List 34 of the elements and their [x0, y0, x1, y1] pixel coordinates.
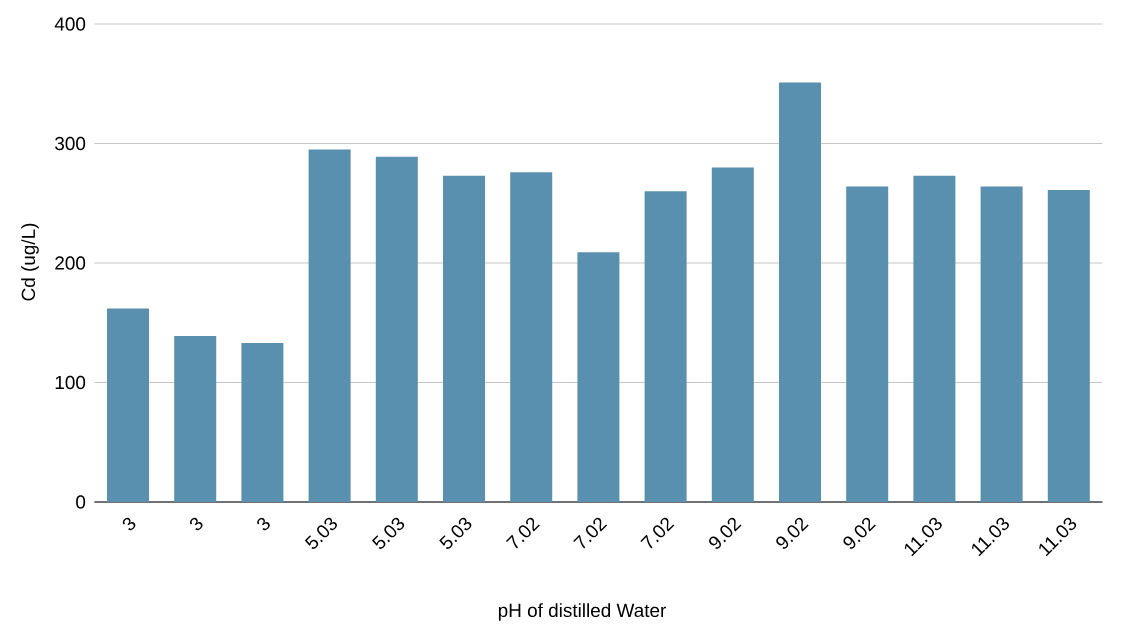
x-tick-label: 7.02: [505, 517, 540, 549]
bar: [913, 175, 956, 502]
bar: [375, 156, 418, 502]
y-tick-label: 200: [55, 256, 86, 270]
bar: [107, 308, 150, 502]
bar: [980, 186, 1023, 502]
x-tick-label: 5.03: [304, 517, 337, 549]
bar: [779, 82, 822, 502]
y-tick-label: 0: [76, 495, 86, 509]
bar: [510, 172, 553, 502]
bar: [846, 186, 889, 502]
y-tick-label: 100: [55, 375, 86, 390]
x-tick-label: 9.02: [709, 517, 742, 549]
x-axis-title: pH of distilled Water: [498, 603, 667, 621]
bar: [1047, 190, 1090, 502]
x-tick-label: 9.02: [776, 517, 809, 549]
bar: [711, 167, 754, 502]
x-tick-label: 3: [122, 517, 136, 531]
y-tick-label: 300: [55, 136, 86, 151]
x-tick-label: 3: [189, 517, 203, 531]
bar: [308, 149, 351, 502]
bar: [443, 175, 486, 502]
y-tick-label: 400: [54, 17, 86, 31]
bar: [577, 252, 620, 502]
x-tick-label: 9.02: [843, 517, 876, 549]
x-tick-label: 7.02: [640, 517, 675, 549]
x-tick-label: 3: [257, 517, 270, 531]
x-tick-label: 5.03: [439, 517, 472, 549]
bar: [644, 191, 687, 502]
bar: [241, 343, 284, 502]
bar: [174, 335, 217, 502]
y-axis-title: Cd (ug/L): [21, 223, 39, 301]
x-tick-label: 5.03: [372, 517, 405, 549]
x-tick-label: 7.02: [573, 517, 608, 549]
